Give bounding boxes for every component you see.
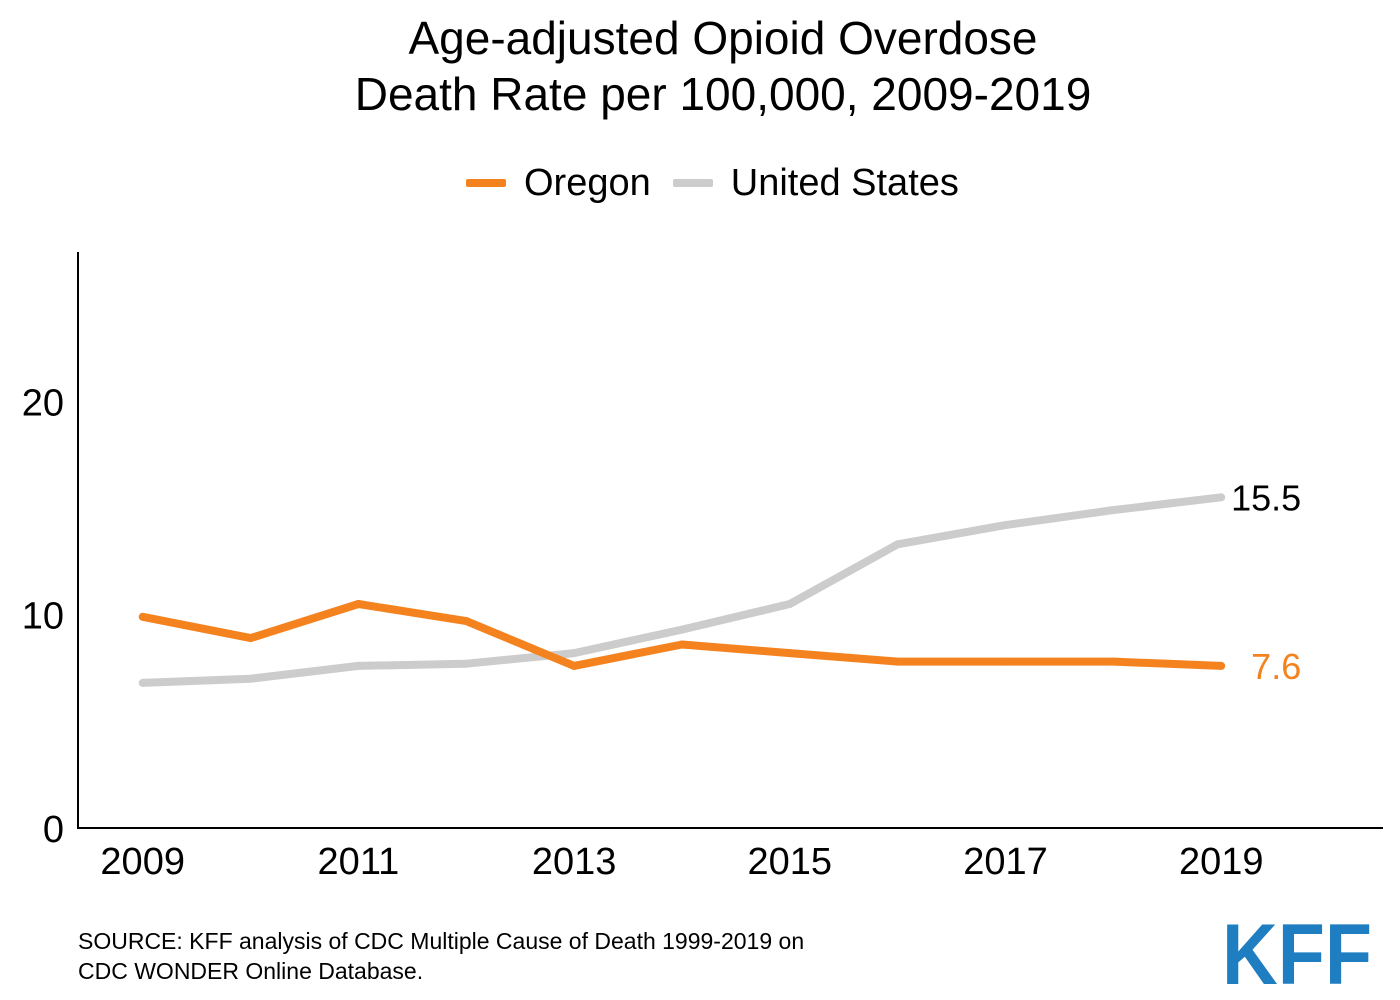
kff-logo-icon: KFF <box>1222 918 1372 988</box>
data-point-united-states-2016 <box>893 540 902 549</box>
chart-title: Age-adjusted Opioid Overdose Death Rate … <box>0 10 1400 122</box>
legend-label-united-states: United States <box>730 161 959 204</box>
data-point-oregon-2009 <box>138 612 147 621</box>
data-point-united-states-2014 <box>678 625 686 634</box>
end-label-united-states: 15.5 <box>1231 477 1301 518</box>
y-tick-label-20: 20 <box>22 382 64 424</box>
data-point-united-states-2011 <box>354 661 363 670</box>
data-point-oregon-2011 <box>354 600 363 608</box>
source-line-2: CDC WONDER Online Database. <box>78 958 424 984</box>
chart-title-line-1: Age-adjusted Opioid Overdose <box>408 12 1038 64</box>
y-tick-label-0: 0 <box>43 809 64 851</box>
legend-item-oregon: Oregon <box>466 162 651 205</box>
legend-swatch-united-states <box>672 179 713 187</box>
source-line-1: SOURCE: KFF analysis of CDC Multiple Cau… <box>78 928 805 954</box>
data-point-oregon-2016 <box>893 657 902 666</box>
legend-item-united-states: United States <box>672 161 959 205</box>
data-point-oregon-2015 <box>785 649 794 658</box>
data-point-united-states-2010 <box>246 674 255 683</box>
data-point-united-states-2013 <box>570 649 579 658</box>
legend-label-oregon: Oregon <box>524 161 651 204</box>
kff-logo-text: KFF <box>1222 918 1372 988</box>
source-note: SOURCE: KFF analysis of CDC Multiple Cau… <box>78 926 804 986</box>
x-tick-label-2015: 2015 <box>748 841 833 883</box>
x-tick-label-2013: 2013 <box>532 841 617 883</box>
chart-title-line-2: Death Rate per 100,000, 2009-2019 <box>354 68 1092 120</box>
series-line-united-states <box>142 493 1222 687</box>
data-point-oregon-2019 <box>1217 661 1226 670</box>
chart-legend: Oregon United States <box>466 158 981 208</box>
legend-swatch-oregon <box>466 179 506 187</box>
data-point-oregon-2010 <box>246 634 255 643</box>
data-point-oregon-2013 <box>570 661 579 670</box>
y-tick-label-10: 10 <box>22 596 64 638</box>
end-label-oregon: 7.6 <box>1251 646 1301 687</box>
data-point-united-states-2019 <box>1217 493 1226 502</box>
data-point-oregon-2018 <box>1109 657 1118 666</box>
data-point-oregon-2012 <box>462 617 471 626</box>
data-point-oregon-2014 <box>678 640 686 649</box>
x-tick-label-2017: 2017 <box>963 841 1048 883</box>
data-point-united-states-2012 <box>462 659 471 668</box>
x-tick-label-2019: 2019 <box>1179 841 1264 883</box>
series-line-oregon <box>141 600 1222 670</box>
data-point-oregon-2017 <box>1001 657 1010 666</box>
data-point-united-states-2017 <box>1001 521 1010 530</box>
data-point-united-states-2018 <box>1109 506 1118 515</box>
x-tick-label-2011: 2011 <box>318 841 400 883</box>
data-point-united-states-2009 <box>138 678 147 687</box>
x-tick-label-2009: 2009 <box>100 841 185 883</box>
data-point-united-states-2015 <box>785 600 794 608</box>
